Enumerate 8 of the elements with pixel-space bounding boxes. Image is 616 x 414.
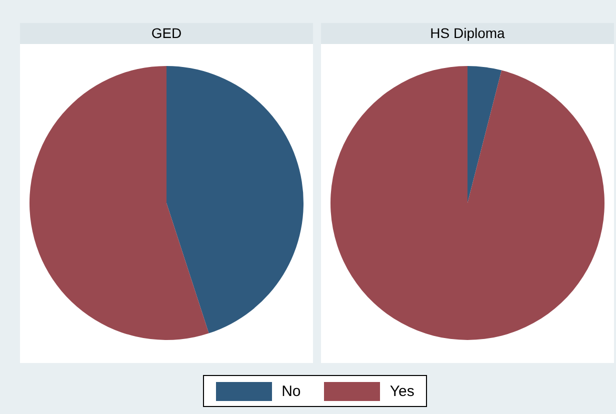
legend-label: No bbox=[282, 382, 301, 400]
chart-title: HS Diploma bbox=[321, 23, 614, 44]
pie-slice bbox=[30, 66, 209, 340]
pie-slice bbox=[330, 66, 604, 340]
pie-slice bbox=[468, 66, 502, 203]
pie-slice bbox=[166, 66, 304, 334]
legend-label: Yes bbox=[390, 382, 414, 400]
chart-title: GED bbox=[20, 23, 313, 44]
